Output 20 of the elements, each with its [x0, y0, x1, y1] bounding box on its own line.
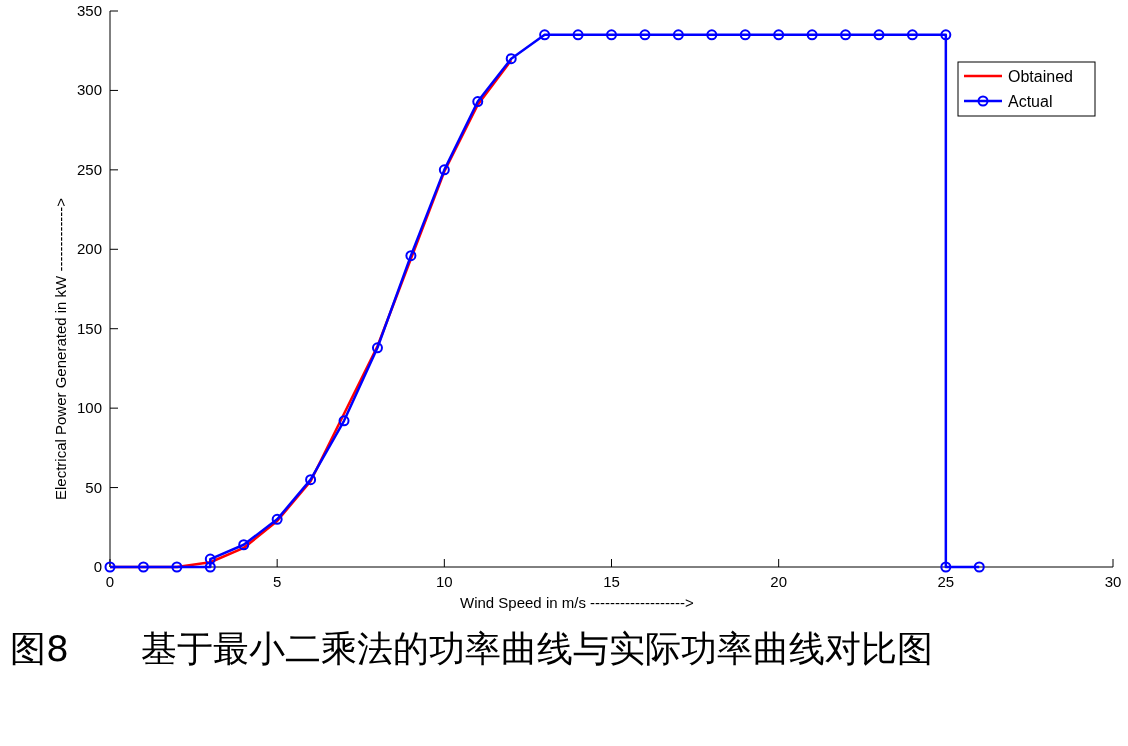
x-tick-label: 20 — [770, 573, 788, 590]
y-tick-label: 350 — [76, 2, 102, 19]
y-tick-label: 300 — [76, 81, 102, 99]
x-axis-title: Wind Speed in m/s -------------------> — [460, 594, 694, 611]
y-tick-label: 250 — [76, 160, 102, 178]
y-tick-label: 150 — [76, 319, 102, 337]
x-tick-label: 15 — [603, 573, 620, 590]
legend-label: Actual — [1008, 93, 1053, 110]
y-axis-title: Electrical Power Generated in kW -------------> — [52, 197, 69, 500]
x-tick-label: 0 — [105, 573, 115, 590]
x-tick-label: 30 — [1104, 573, 1122, 590]
x-tick-label: 5 — [272, 573, 282, 590]
y-tick-label: 200 — [76, 240, 102, 258]
x-tick-label: 10 — [435, 573, 453, 590]
y-tick-label: 100 — [76, 399, 102, 417]
y-tick-label: 0 — [93, 558, 102, 575]
legend-label: Obtained — [1008, 68, 1073, 85]
caption: 图8 基于最小二乘法的功率曲线与实际功率曲线对比图 — [10, 627, 934, 671]
x-tick-label: 25 — [937, 573, 955, 590]
y-tick-label: 50 — [85, 478, 102, 496]
